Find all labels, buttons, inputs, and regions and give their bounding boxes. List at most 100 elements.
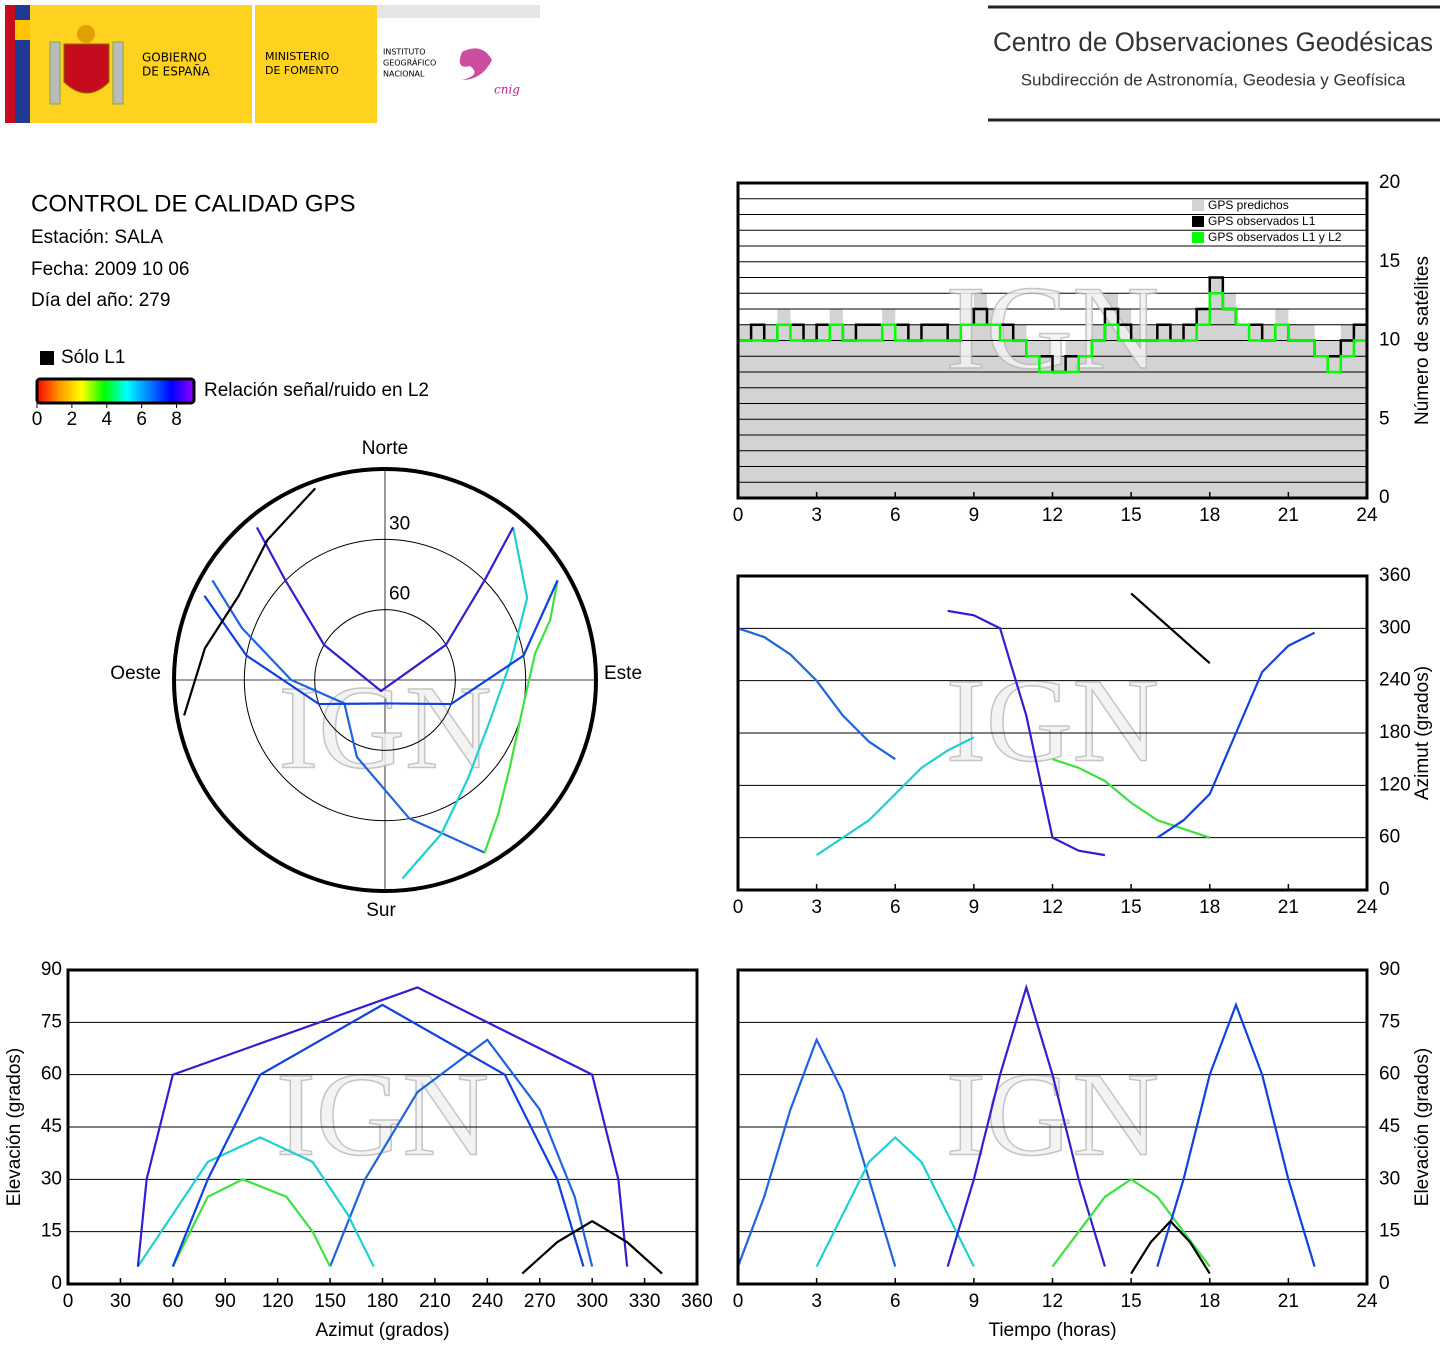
panel: IGN 0 15 30 45 60 75 90 0 3 6 9 12 15 18 21 24 Elevación …: [733, 959, 1433, 1341]
satellite-track: [171, 1178, 332, 1268]
plot-frame: [736, 968, 1369, 1286]
colorbar-tick-label: 8: [171, 409, 182, 430]
satellite-track: [136, 986, 629, 1267]
panel: IGN 0 60 120 180 240 300 360 0 3 6 9 12 15 18 21 24 Azimu…: [733, 565, 1433, 918]
y-tick-label: 180: [1379, 722, 1411, 743]
y-tick-label: 0: [1379, 487, 1390, 508]
x-axis-label: Tiempo (horas): [988, 1320, 1116, 1341]
y-tick-label: 5: [1379, 408, 1390, 429]
y-tick-label: 0: [51, 1273, 62, 1294]
crown: [77, 25, 95, 43]
satellite-track: [815, 1135, 975, 1268]
y-tick-label: 30: [1379, 1168, 1400, 1189]
watermark: IGN: [946, 261, 1159, 394]
plot-frame: [736, 574, 1369, 892]
logo-text: MINISTERIO: [265, 50, 330, 63]
ring-label: 30: [389, 513, 410, 534]
y-tick-label: 10: [1379, 330, 1400, 351]
logo-text: DE FOMENTO: [265, 64, 339, 77]
legend-label: GPS observados L1 y L2: [1208, 230, 1342, 244]
x-tick-label: 24: [1356, 505, 1378, 526]
x-tick-label: 18: [1199, 897, 1220, 918]
direction-label: Sur: [366, 900, 396, 921]
y-axis-label: Elevación (grados): [1412, 1048, 1433, 1206]
satellite-track: [521, 1219, 663, 1275]
x-axis-label: Azimut (grados): [315, 1320, 449, 1341]
elevation-ring: [314, 609, 456, 751]
satellite-track: [1051, 1178, 1211, 1268]
y-tick-label: 60: [1379, 1064, 1400, 1085]
station: Estación: SALA: [31, 227, 163, 248]
y-tick-label: 300: [1379, 617, 1411, 638]
x-tick-label: 24: [1356, 1291, 1378, 1312]
satellite-track: [483, 580, 559, 853]
x-tick-label: 60: [162, 1291, 183, 1312]
shield: [63, 43, 110, 94]
x-tick-label: 0: [733, 897, 744, 918]
cnig-logo: [459, 48, 492, 80]
y-tick-label: 240: [1379, 670, 1411, 691]
colorbar-label: Relación señal/ruido en L2: [204, 380, 429, 401]
y-tick-label: 15: [1379, 1221, 1400, 1242]
date: Fecha: 2009 10 06: [31, 259, 189, 280]
x-tick-label: 3: [811, 1291, 822, 1312]
x-tick-label: 9: [969, 1291, 980, 1312]
x-tick-label: 6: [890, 505, 901, 526]
colorbar-tick-label: 4: [101, 409, 112, 430]
satellite-track: [1130, 592, 1211, 665]
x-tick-label: 21: [1278, 505, 1299, 526]
y-tick-label: 20: [1379, 172, 1400, 193]
y-tick-label: 15: [41, 1221, 62, 1242]
direction-label: Oeste: [110, 663, 161, 684]
watermark: IGN: [946, 1048, 1159, 1181]
satellite-track: [737, 627, 896, 761]
x-tick-label: 360: [681, 1291, 713, 1312]
logo-block: GOBIERNO DE ESPAÑA MINISTERIO DE FOMENTO…: [5, 5, 540, 123]
x-tick-label: 6: [890, 1291, 901, 1312]
y-axis-label: Número de satélites: [1412, 256, 1433, 425]
legend-label: GPS predichos: [1208, 198, 1289, 212]
colorbar-tick-label: 2: [67, 409, 78, 430]
coat-of-arms: [49, 25, 124, 105]
x-tick-label: 18: [1199, 505, 1220, 526]
x-tick-label: 210: [419, 1291, 451, 1312]
skyplot: IGN 30 60 Norte Sur Este Oeste: [110, 438, 642, 921]
x-tick-label: 300: [576, 1291, 608, 1312]
satellite-track: [203, 579, 559, 706]
satellite-track: [946, 983, 1106, 1267]
y-tick-label: 60: [1379, 827, 1400, 848]
satellite-track: [401, 527, 529, 880]
pillar: [49, 41, 61, 105]
x-tick-label: 24: [1356, 897, 1378, 918]
y-tick-label: 90: [1379, 959, 1400, 980]
colorbar: [35, 377, 196, 405]
y-tick-label: 360: [1379, 565, 1411, 586]
pillar: [112, 41, 124, 105]
x-tick-label: 21: [1278, 897, 1299, 918]
legend-swatch: [1192, 232, 1204, 243]
satellite-track: [947, 609, 1106, 857]
satellite-track: [816, 736, 975, 857]
panel: IGN 0 5 10 15 20 0 3 6 9 12 15 18 21 24 Número de satél…: [733, 172, 1433, 526]
logo-text: NACIONAL: [383, 70, 425, 79]
y-tick-label: 30: [41, 1168, 62, 1189]
center-title: Centro de Observaciones Geodésicas: [993, 27, 1433, 57]
legend-label: Sólo L1: [61, 347, 125, 368]
x-tick-label: 12: [1042, 1291, 1063, 1312]
satellite-track: [329, 1038, 594, 1267]
x-tick-label: 9: [969, 505, 980, 526]
report-title: CONTROL DE CALIDAD GPS: [31, 190, 356, 217]
x-tick-label: 30: [110, 1291, 131, 1312]
satellite-track: [255, 526, 515, 693]
y-tick-label: 75: [41, 1011, 62, 1032]
x-tick-label: 12: [1042, 505, 1063, 526]
horizon: [172, 467, 598, 893]
x-tick-label: 240: [471, 1291, 503, 1312]
x-tick-label: 18: [1199, 1291, 1220, 1312]
flag-yellow: [15, 20, 30, 40]
x-tick-label: 15: [1121, 897, 1142, 918]
plot-frame: [66, 968, 699, 1286]
satellite-track: [1052, 758, 1211, 839]
x-tick-label: 6: [890, 897, 901, 918]
x-tick-label: 0: [733, 1291, 744, 1312]
